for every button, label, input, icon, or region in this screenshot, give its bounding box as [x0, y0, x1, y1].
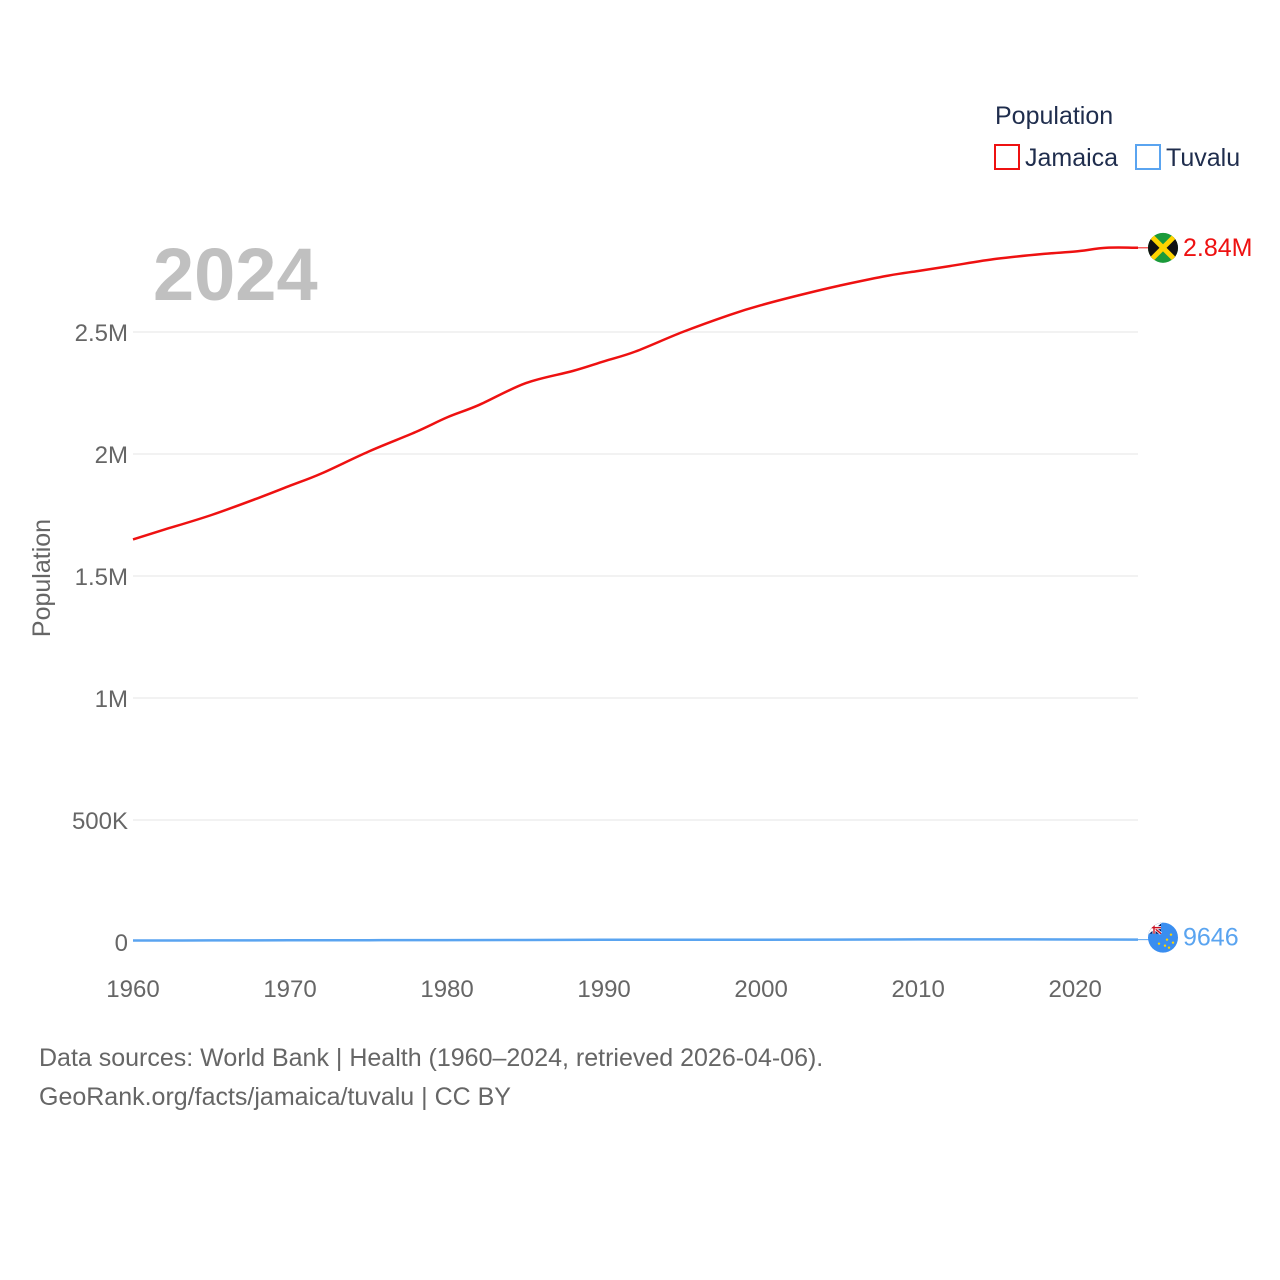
gridlines — [133, 331, 1138, 821]
tuvalu-end-value: 9646 — [1183, 924, 1239, 952]
legend-swatch-jamaica[interactable] — [994, 144, 1020, 170]
y-tick-label: 2.5M — [75, 320, 128, 347]
tuvalu-flag-icon — [1148, 922, 1178, 953]
series-lines — [132, 246, 1150, 942]
population-chart: 0 500K 1M 1.5M 2M 2.5M 1960 1970 1980 1990 2000 20… — [28, 102, 1252, 1003]
series-line-jamaica[interactable] — [132, 246, 1139, 541]
legend-title: Population — [995, 102, 1113, 130]
footer-sources: Data sources: World Bank | Health (1960–… — [39, 1044, 824, 1072]
legend-label-tuvalu[interactable]: Tuvalu — [1166, 144, 1240, 172]
jamaica-end-value: 2.84M — [1183, 234, 1252, 262]
x-tick-label: 1990 — [577, 976, 630, 1003]
jamaica-flag-icon — [1148, 232, 1178, 263]
legend-swatch-tuvalu[interactable] — [1135, 144, 1161, 170]
legend-label-jamaica[interactable]: Jamaica — [1025, 144, 1118, 172]
x-tick-label: 2010 — [891, 976, 944, 1003]
x-axis-ticks: 1960 1970 1980 1990 2000 2010 2020 — [106, 976, 1102, 1003]
x-tick-label: 1980 — [420, 976, 473, 1003]
y-tick-label: 1M — [95, 686, 128, 713]
x-tick-label: 2020 — [1048, 976, 1101, 1003]
x-tick-label: 1970 — [263, 976, 316, 1003]
x-tick-label: 2000 — [734, 976, 787, 1003]
y-tick-label: 2M — [95, 442, 128, 469]
footer-attribution[interactable]: GeoRank.org/facts/jamaica/tuvalu | CC BY — [39, 1083, 511, 1111]
series-line-tuvalu[interactable] — [132, 938, 1139, 942]
year-label: 2024 — [153, 233, 318, 316]
y-axis-ticks: 0 500K 1M 1.5M 2M 2.5M — [72, 320, 128, 957]
legend: Population Jamaica Tuvalu — [994, 102, 1240, 172]
y-tick-label: 1.5M — [75, 564, 128, 591]
y-axis-label: Population — [28, 519, 56, 637]
y-tick-label: 0 — [115, 930, 128, 957]
x-tick-label: 1960 — [106, 976, 159, 1003]
y-tick-label: 500K — [72, 808, 128, 835]
